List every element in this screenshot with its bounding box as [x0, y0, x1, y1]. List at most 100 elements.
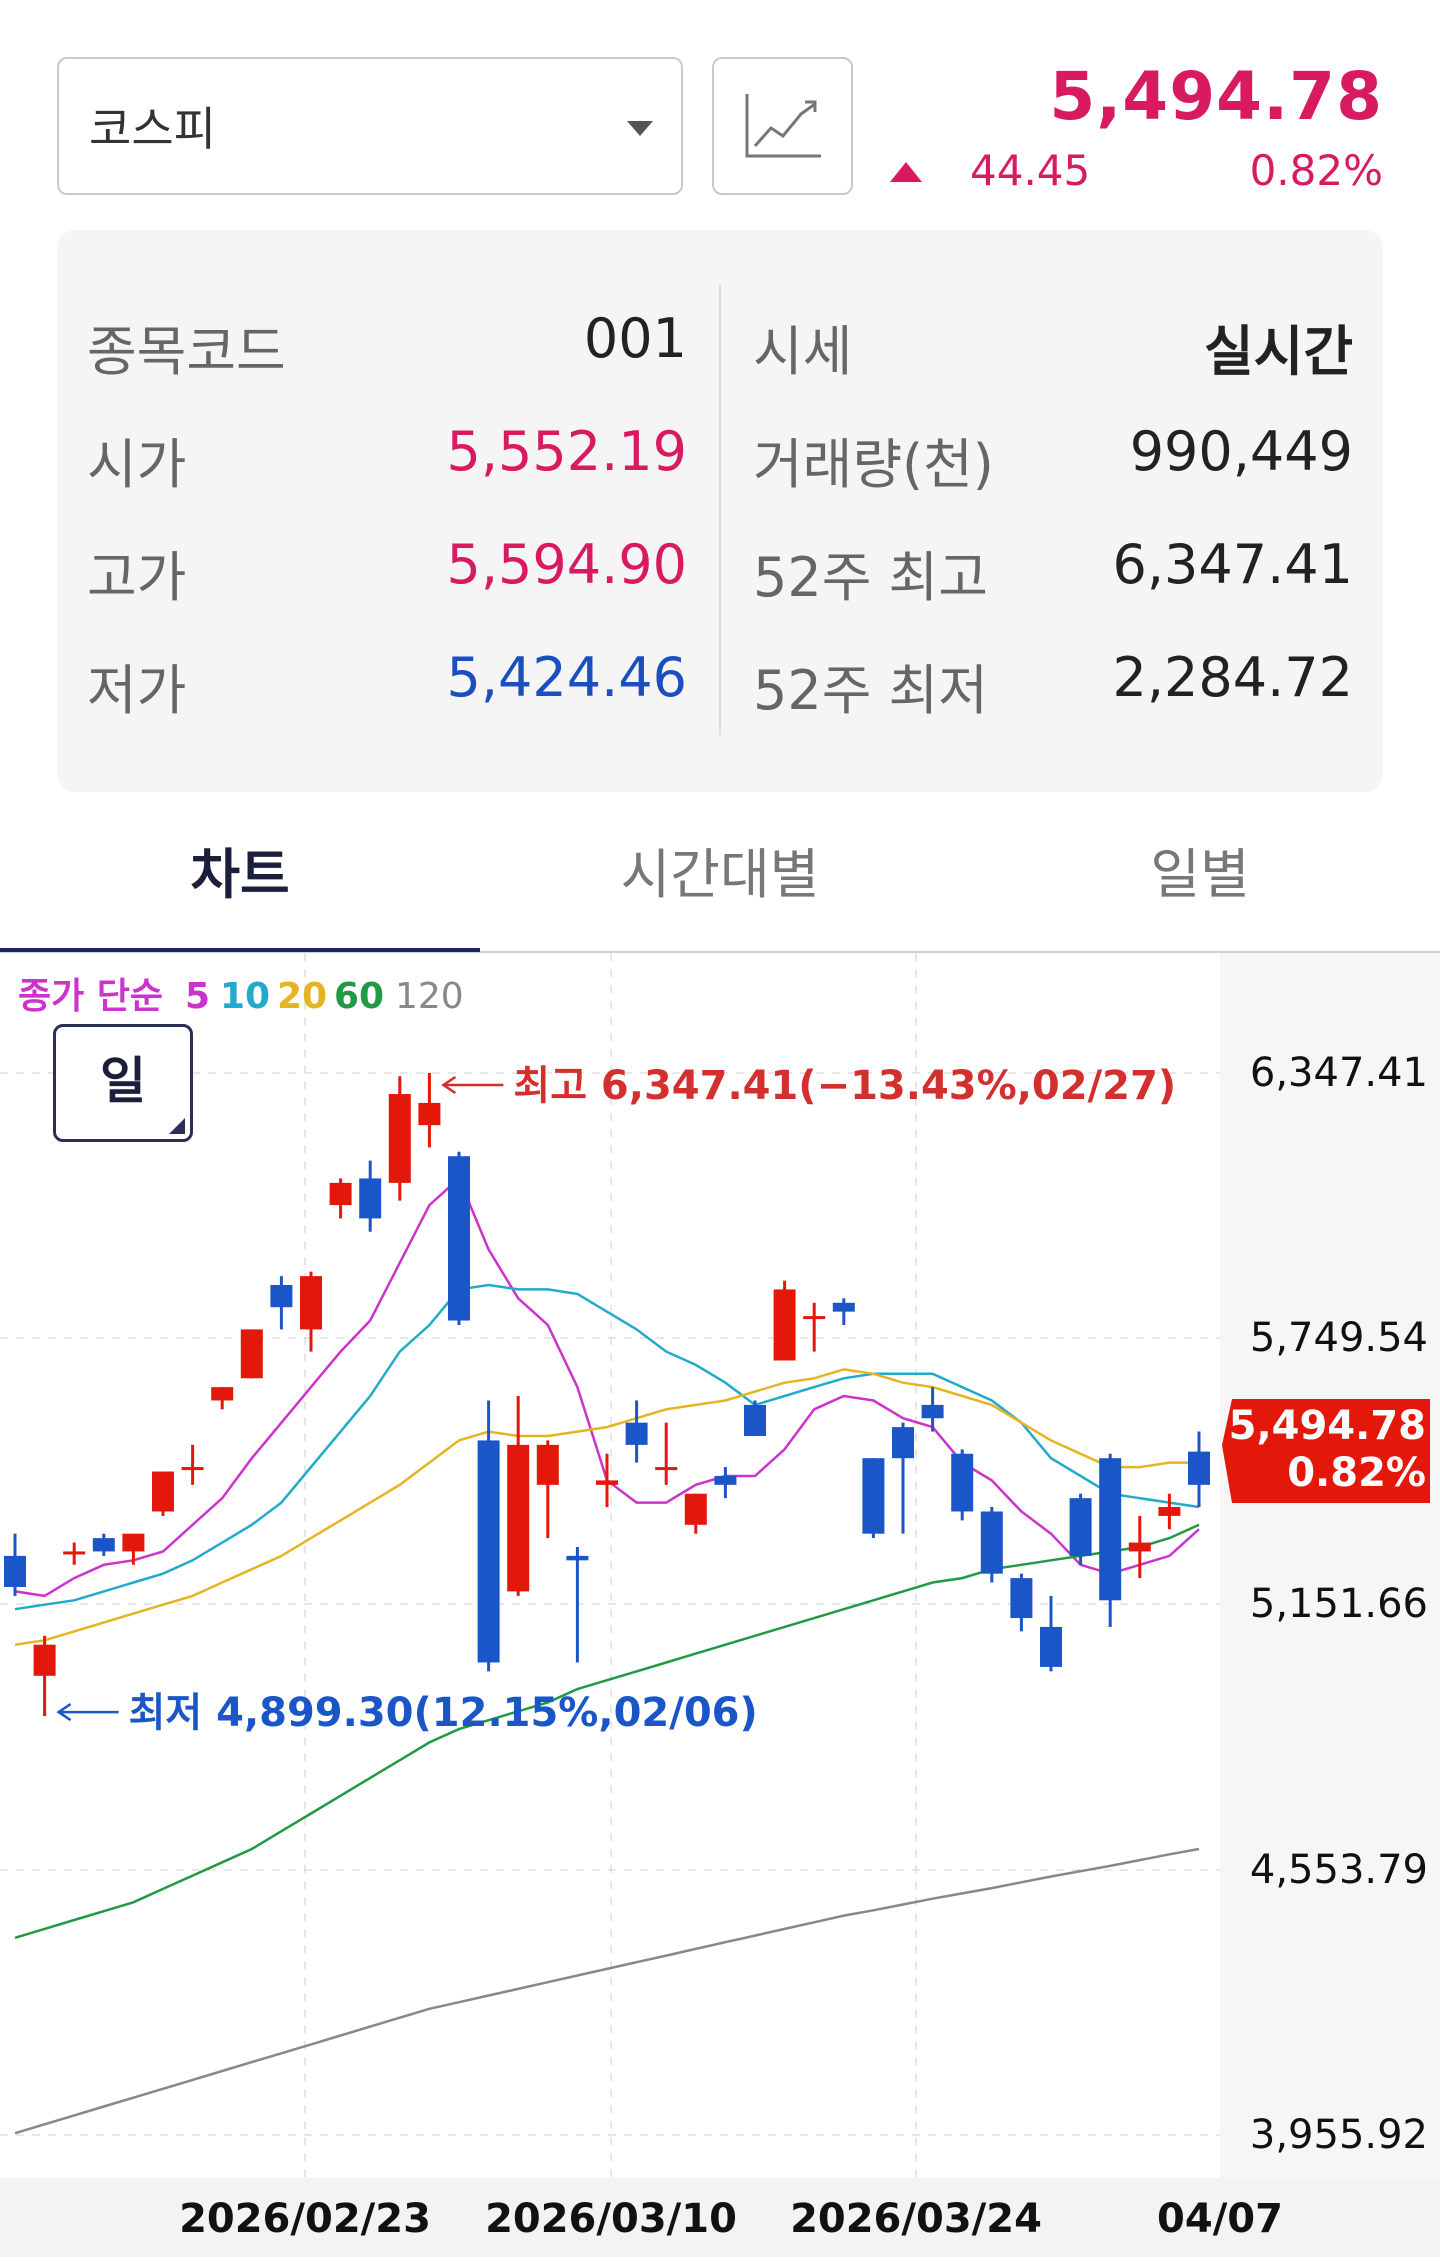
candle-body	[1069, 1498, 1092, 1556]
candle	[507, 1396, 530, 1596]
candle	[744, 1400, 766, 1436]
candle	[1188, 1431, 1210, 1508]
x-tick-label: 04/07	[1157, 2196, 1283, 2242]
tab-daily[interactable]: 일별	[1150, 843, 1250, 906]
candle-body	[211, 1387, 234, 1401]
price-change-amount: 44.45	[970, 146, 1091, 195]
candle	[596, 1453, 618, 1508]
price-change-percent: 0.82%	[1249, 146, 1383, 195]
y-tick-label: 4,553.79	[1250, 1847, 1428, 1893]
candle-body	[122, 1533, 145, 1552]
candle	[536, 1440, 559, 1539]
ma-legend-120: 120	[395, 976, 464, 1017]
annotation-layer: 최고 6,347.41(−13.43%,02/27) 최저 4,899.30(12…	[56, 1063, 1176, 1736]
chart-view-button[interactable]	[712, 57, 853, 195]
current-price-tag: 5,494.78 0.82%	[1222, 1399, 1430, 1503]
info-divider	[719, 285, 721, 735]
index-selector[interactable]: 코스피	[57, 57, 683, 195]
candle-body	[1099, 1458, 1122, 1601]
info-row-52w-low: 52주 최저 2,284.72	[753, 646, 1353, 722]
candle	[477, 1400, 500, 1672]
candle-body	[980, 1511, 1003, 1574]
x-tick-label: 2026/03/24	[790, 2196, 1042, 2242]
ma-legend-10: 10	[220, 976, 270, 1017]
candle	[1010, 1573, 1033, 1632]
candle-body	[448, 1156, 470, 1321]
candle-body	[862, 1458, 885, 1534]
candle	[63, 1542, 86, 1565]
candle-body	[92, 1538, 115, 1552]
tab-hourly[interactable]: 시간대별	[620, 843, 820, 906]
candle	[33, 1635, 56, 1717]
ma-line-20	[14, 1368, 1199, 1646]
y-tick-label: 5,749.54	[1250, 1315, 1428, 1361]
candle-body	[744, 1404, 766, 1436]
info-value: 5,594.90	[446, 533, 687, 596]
info-value: 001	[583, 307, 687, 370]
candle-body	[4, 1555, 26, 1587]
candle	[388, 1076, 411, 1201]
candle-body	[655, 1467, 678, 1471]
candle	[1040, 1595, 1062, 1672]
candle	[329, 1178, 352, 1219]
candle-body	[33, 1644, 56, 1676]
candle	[832, 1298, 855, 1325]
candle-body	[625, 1422, 648, 1445]
period-selector-label: 일	[100, 1052, 146, 1110]
ma-line-5	[14, 1176, 1200, 1598]
active-tab-indicator	[0, 948, 480, 952]
info-value: 실시간	[1203, 320, 1353, 383]
info-value: 2,284.72	[1112, 646, 1353, 709]
info-value: 5,424.46	[446, 646, 687, 709]
moving-average-layer	[14, 1176, 1200, 2135]
info-label: 저가	[87, 659, 187, 722]
candle-body	[329, 1182, 352, 1206]
candle-body	[300, 1276, 322, 1330]
ma-legend-60: 60	[334, 976, 384, 1017]
current-price-tag-bg	[1222, 1399, 1430, 1503]
info-label: 고가	[87, 546, 187, 609]
corner-triangle-icon	[169, 1118, 185, 1134]
candle	[566, 1547, 589, 1663]
candle-body	[536, 1444, 559, 1485]
tab-chart[interactable]: 차트	[190, 843, 290, 906]
candle-body	[1188, 1451, 1210, 1485]
ma-legend-20: 20	[277, 976, 327, 1017]
period-selector-button[interactable]: 일	[53, 1024, 193, 1142]
candle-body	[803, 1316, 826, 1320]
ma-legend-5: 5	[185, 976, 210, 1017]
info-label: 52주 최저	[753, 659, 988, 722]
candle	[1128, 1515, 1151, 1579]
candle	[684, 1493, 707, 1534]
candle	[448, 1151, 470, 1325]
chart-canvas[interactable]: 종가 단순 5 10 20 60 120 6,347.41 5,749.54 5…	[0, 953, 1440, 2257]
y-tick-label: 5,151.66	[1250, 1581, 1428, 1627]
candle-body	[418, 1102, 441, 1126]
candle	[773, 1280, 796, 1361]
candle-body	[388, 1094, 411, 1183]
candle	[803, 1302, 826, 1352]
candle-body	[477, 1440, 500, 1663]
y-tick-label: 6,347.41	[1250, 1050, 1428, 1096]
candle	[181, 1444, 204, 1485]
ma-legend-prefix: 종가 단순	[18, 976, 163, 1017]
candlestick-chart[interactable]: 종가 단순 5 10 20 60 120 6,347.41 5,749.54 5…	[0, 953, 1440, 2257]
candle-body	[684, 1493, 707, 1525]
candle-body	[1128, 1542, 1151, 1552]
candle-body	[566, 1555, 589, 1561]
date-axis-background	[0, 2178, 1440, 2257]
index-selector-label: 코스피	[89, 102, 216, 156]
candle	[980, 1507, 1003, 1583]
info-value: 6,347.41	[1112, 533, 1353, 596]
candle-body	[181, 1467, 204, 1471]
candle	[359, 1160, 382, 1232]
info-label: 시가	[87, 433, 187, 496]
candle-body	[714, 1475, 737, 1485]
candle	[270, 1276, 293, 1330]
quote-info-panel: 종목코드 001 시가 5,552.19 고가 5,594.90 저가 5,42…	[57, 230, 1383, 792]
candle	[152, 1471, 174, 1516]
current-price: 5,494.78	[1049, 58, 1383, 135]
candle-body	[240, 1329, 263, 1379]
y-tick-label: 3,955.92	[1250, 2112, 1428, 2158]
candle	[1069, 1493, 1092, 1565]
